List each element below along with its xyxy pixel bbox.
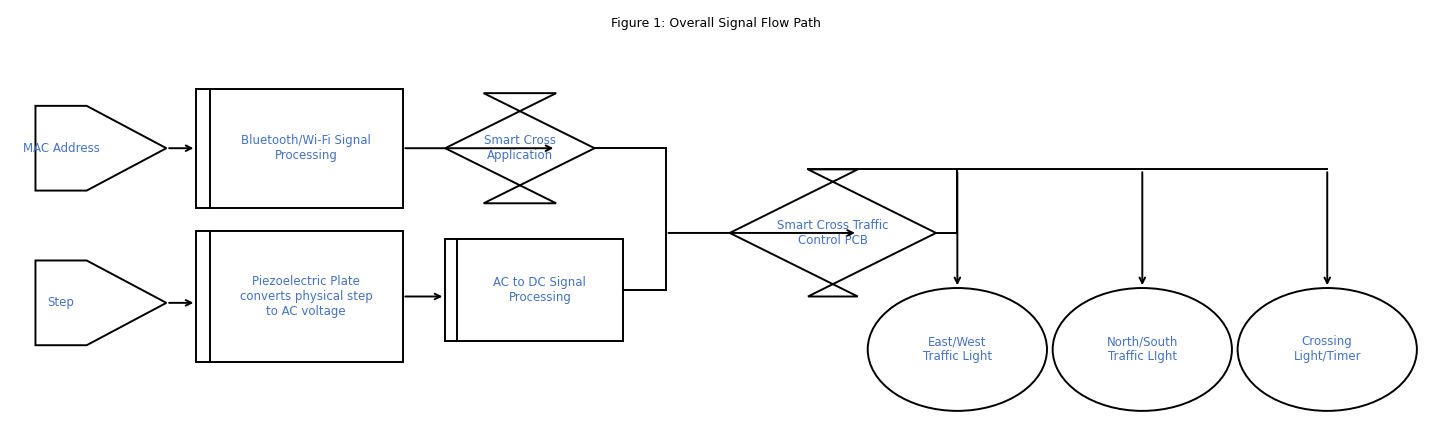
- Bar: [196, 231, 402, 362]
- Text: AC to DC Signal
Processing: AC to DC Signal Processing: [494, 276, 587, 304]
- Bar: [445, 239, 622, 341]
- Text: Bluetooth/Wi-Fi Signal
Processing: Bluetooth/Wi-Fi Signal Processing: [242, 134, 371, 162]
- Bar: [196, 89, 402, 207]
- Text: Figure 1: Overall Signal Flow Path: Figure 1: Overall Signal Flow Path: [611, 17, 820, 30]
- Text: Step: Step: [47, 296, 74, 309]
- Text: Smart Cross
Application: Smart Cross Application: [484, 134, 555, 162]
- Text: East/West
Traffic Light: East/West Traffic Light: [923, 336, 992, 363]
- Text: MAC Address: MAC Address: [23, 142, 100, 155]
- Text: Smart Cross Traffic
Control PCB: Smart Cross Traffic Control PCB: [777, 219, 889, 247]
- Text: Crossing
Light/Timer: Crossing Light/Timer: [1294, 336, 1361, 363]
- Text: Piezoelectric Plate
converts physical step
to AC voltage: Piezoelectric Plate converts physical st…: [240, 275, 372, 318]
- Text: North/South
Traffic LIght: North/South Traffic LIght: [1106, 336, 1178, 363]
